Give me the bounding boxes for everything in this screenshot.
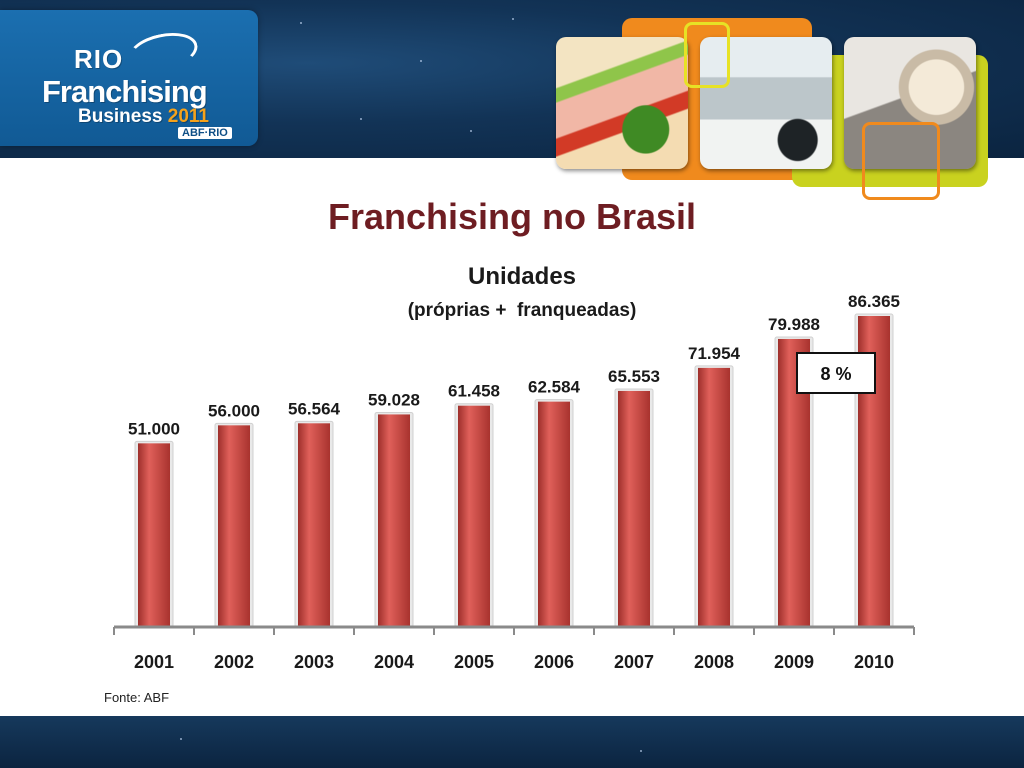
bar — [378, 414, 410, 627]
bar-value-label: 62.584 — [528, 378, 581, 397]
logo-tag: ABF·RIO — [178, 127, 232, 139]
bar — [298, 423, 330, 627]
x-tick-label: 2008 — [694, 652, 734, 672]
bar-value-label: 51.000 — [128, 419, 180, 438]
bar — [618, 390, 650, 627]
orange-frame-decor — [862, 122, 940, 200]
bar-value-label: 61.458 — [448, 382, 500, 401]
bar-value-label: 56.564 — [288, 399, 341, 418]
x-tick-label: 2002 — [214, 652, 254, 672]
bar — [218, 425, 250, 627]
bar — [458, 405, 490, 627]
logo-line-1: RIO — [74, 44, 124, 74]
franchise-units-bar-chart: Unidades (próprias + franqueadas) 51.000… — [113, 263, 915, 672]
bar — [138, 443, 170, 627]
star-decoration — [360, 118, 362, 120]
growth-annotation-box — [796, 352, 876, 394]
logo-line-2: Franchising — [42, 74, 208, 109]
bar-value-label: 65.553 — [608, 367, 660, 386]
x-tick-label: 2010 — [854, 652, 894, 672]
yellow-frame-decor — [684, 22, 730, 88]
bars-layer — [134, 313, 894, 628]
footer-band — [0, 716, 1024, 768]
x-tick-label: 2006 — [534, 652, 574, 672]
bar — [698, 367, 730, 627]
logo-business: Business — [78, 106, 163, 127]
star-decoration — [512, 18, 514, 20]
bar-value-label: 71.954 — [688, 344, 741, 363]
x-tick-label: 2001 — [134, 652, 174, 672]
slide-title: Franchising no Brasil — [327, 196, 697, 237]
x-tick-label: 2007 — [614, 652, 654, 672]
x-axis: 2001 2002 2003 2004 2005 2006 2007 2008 2009 2010 — [113, 625, 915, 672]
x-tick-label: 2004 — [374, 652, 414, 672]
star-decoration — [470, 130, 472, 132]
growth-annotation-text: 8 % — [820, 364, 851, 384]
bar-value-label: 79.988 — [768, 315, 820, 334]
x-tick-label: 2009 — [774, 652, 814, 672]
chart-title: Unidades — [468, 263, 576, 290]
value-labels-layer: 51.000 56.000 56.564 59.028 61.458 62.584 65.5… — [128, 292, 900, 438]
sandwich-photo — [556, 37, 688, 169]
logo-year: 2011 — [167, 106, 209, 127]
star-decoration — [420, 60, 422, 62]
star-decoration — [300, 22, 302, 24]
bar-value-label: 86.365 — [848, 292, 900, 311]
coffee-cup-photo — [844, 37, 976, 169]
star-decoration — [640, 750, 642, 752]
bar — [538, 401, 570, 627]
source-note: Fonte: ABF — [104, 690, 170, 705]
event-logo: RIO Franchising Business 2011 ABF·RIO — [0, 10, 258, 146]
x-tick-label: 2003 — [294, 652, 334, 672]
x-tick-label: 2005 — [454, 652, 494, 672]
bar-value-label: 59.028 — [368, 390, 420, 409]
growth-annotation: 8 % — [796, 352, 876, 394]
star-decoration — [180, 738, 182, 740]
computer-desk-photo — [700, 37, 832, 169]
chart-subtitle: (próprias + franqueadas) — [408, 300, 637, 321]
logo-line-3: Business 2011 — [78, 106, 209, 128]
bar-value-label: 56.000 — [208, 401, 260, 420]
